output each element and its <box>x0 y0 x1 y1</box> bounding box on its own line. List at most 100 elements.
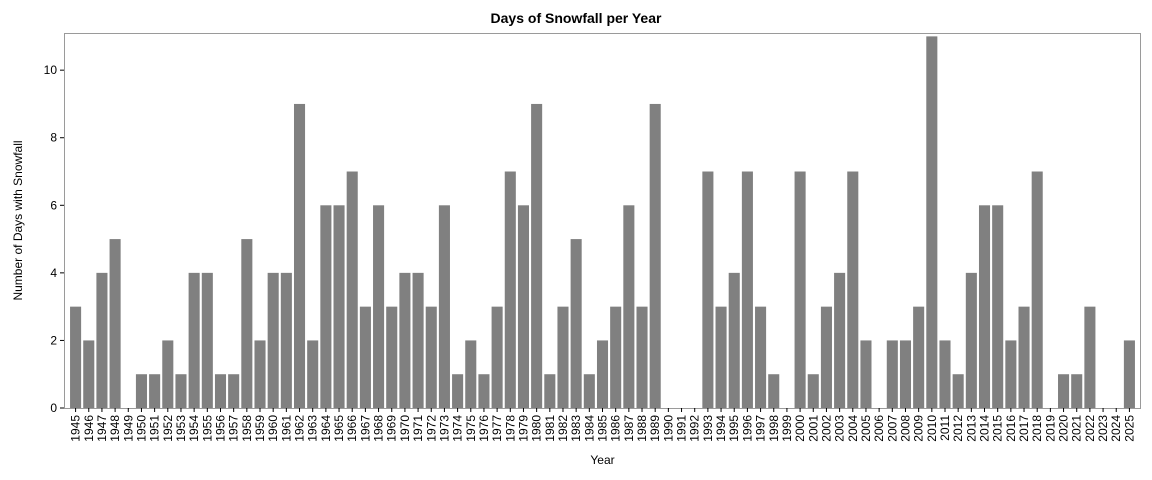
bar-1975 <box>465 340 477 408</box>
bar-1976 <box>478 374 490 408</box>
x-tick-label: 1968 <box>372 415 386 442</box>
x-tick-label: 1998 <box>767 415 781 442</box>
bar-1979 <box>517 205 529 408</box>
x-tick-label: 1990 <box>661 415 675 442</box>
bar-1985 <box>596 340 609 408</box>
x-tick-label: 2018 <box>1030 415 1044 442</box>
y-tick-label: 0 <box>50 401 57 415</box>
bar-1958 <box>241 239 253 408</box>
y-tick-label: 4 <box>50 266 57 280</box>
x-tick-label: 1984 <box>582 415 596 442</box>
bar-1998 <box>768 374 780 408</box>
bar-2013 <box>965 272 977 408</box>
bar-1956 <box>214 374 227 408</box>
x-tick-label: 2019 <box>1043 415 1057 442</box>
x-tick-label: 1979 <box>516 415 530 442</box>
bar-1964 <box>320 205 332 408</box>
bar-2000 <box>794 171 806 408</box>
x-tick-label: 1949 <box>121 415 135 442</box>
bar-2022 <box>1084 306 1096 408</box>
bar-1984 <box>583 374 595 408</box>
x-tick-label: 1989 <box>648 415 662 442</box>
x-tick-label: 1959 <box>253 415 267 442</box>
bar-1953 <box>175 374 187 408</box>
x-tick-label: 1987 <box>622 415 636 442</box>
x-tick-label: 2024 <box>1109 415 1123 442</box>
x-axis: 1945 1946 1947 1948 1949 1950 1951 1952 1953 1954… <box>69 408 1136 442</box>
x-tick-label: 1967 <box>358 415 372 442</box>
x-tick-label: 1977 <box>490 415 504 442</box>
bar-2007 <box>886 340 898 408</box>
x-tick-label: 2021 <box>1070 415 1084 442</box>
bar-2005 <box>860 340 872 408</box>
x-tick-label: 1975 <box>464 415 478 442</box>
y-tick-label: 6 <box>50 198 57 212</box>
bar-2016 <box>1005 340 1017 408</box>
x-tick-label: 1997 <box>754 415 768 442</box>
x-tick-label: 1974 <box>451 415 465 442</box>
x-tick-label: 2022 <box>1083 415 1097 442</box>
bar-1945 <box>70 306 82 408</box>
x-tick-label: 1965 <box>332 415 346 442</box>
bar-1965 <box>333 205 345 408</box>
x-tick-label: 2002 <box>819 415 833 442</box>
bar-2009 <box>913 306 925 408</box>
x-tick-label: 1960 <box>266 415 280 442</box>
x-tick-label: 1991 <box>675 415 689 442</box>
x-tick-label: 1947 <box>95 415 109 442</box>
x-tick-label: 1988 <box>635 415 649 442</box>
bar-2014 <box>978 205 991 408</box>
bar-1955 <box>201 272 213 408</box>
y-tick-label: 10 <box>44 63 58 77</box>
bar-1961 <box>280 272 292 408</box>
x-tick-label: 1957 <box>227 415 241 442</box>
bar-1982 <box>557 306 569 408</box>
bar-1947 <box>96 272 108 408</box>
x-tick-label: 1994 <box>714 415 728 442</box>
bar-1983 <box>570 239 582 408</box>
x-axis-label: Year <box>590 453 614 467</box>
x-tick-label: 1956 <box>213 415 227 442</box>
x-tick-label: 2003 <box>833 415 847 442</box>
bar-1972 <box>425 306 437 408</box>
x-tick-label: 2020 <box>1057 415 1071 442</box>
bar-1997 <box>755 306 767 408</box>
x-tick-label: 1964 <box>319 415 333 442</box>
x-tick-label: 1996 <box>740 415 754 442</box>
bar-2012 <box>952 374 964 408</box>
bar-1994 <box>715 306 727 408</box>
x-tick-label: 2016 <box>1004 415 1018 442</box>
x-tick-label: 2014 <box>978 415 992 442</box>
x-tick-label: 1970 <box>398 415 412 442</box>
x-tick-label: 1966 <box>345 415 359 442</box>
x-tick-label: 1946 <box>82 415 96 442</box>
x-tick-label: 1950 <box>134 415 148 442</box>
bar-1946 <box>83 340 95 408</box>
bar-2003 <box>834 272 846 408</box>
x-tick-label: 1963 <box>306 415 320 442</box>
x-tick-label: 1945 <box>69 415 83 442</box>
bar-1954 <box>188 272 200 408</box>
x-tick-label: 1999 <box>780 415 794 442</box>
x-tick-label: 1992 <box>688 415 702 442</box>
x-tick-label: 1971 <box>411 415 425 442</box>
bar-1959 <box>254 340 266 408</box>
x-tick-label: 1955 <box>200 415 214 442</box>
x-tick-label: 1953 <box>174 415 188 442</box>
x-tick-label: 1995 <box>727 415 741 442</box>
y-axis-label: Number of Days with Snowfall <box>11 140 25 300</box>
x-tick-label: 2023 <box>1096 415 1110 442</box>
x-tick-label: 2015 <box>991 415 1005 442</box>
bar-1957 <box>228 374 240 408</box>
bars-layer <box>70 36 1135 408</box>
bar-2017 <box>1018 306 1030 408</box>
x-tick-label: 1958 <box>240 415 254 442</box>
bar-1989 <box>649 103 661 408</box>
bar-1980 <box>531 103 543 408</box>
x-tick-label: 2004 <box>846 415 860 442</box>
bar-2010 <box>926 36 938 408</box>
bar-2015 <box>992 205 1004 408</box>
bar-2004 <box>847 171 859 408</box>
y-axis: 0 2 4 6 8 10 <box>44 63 64 415</box>
